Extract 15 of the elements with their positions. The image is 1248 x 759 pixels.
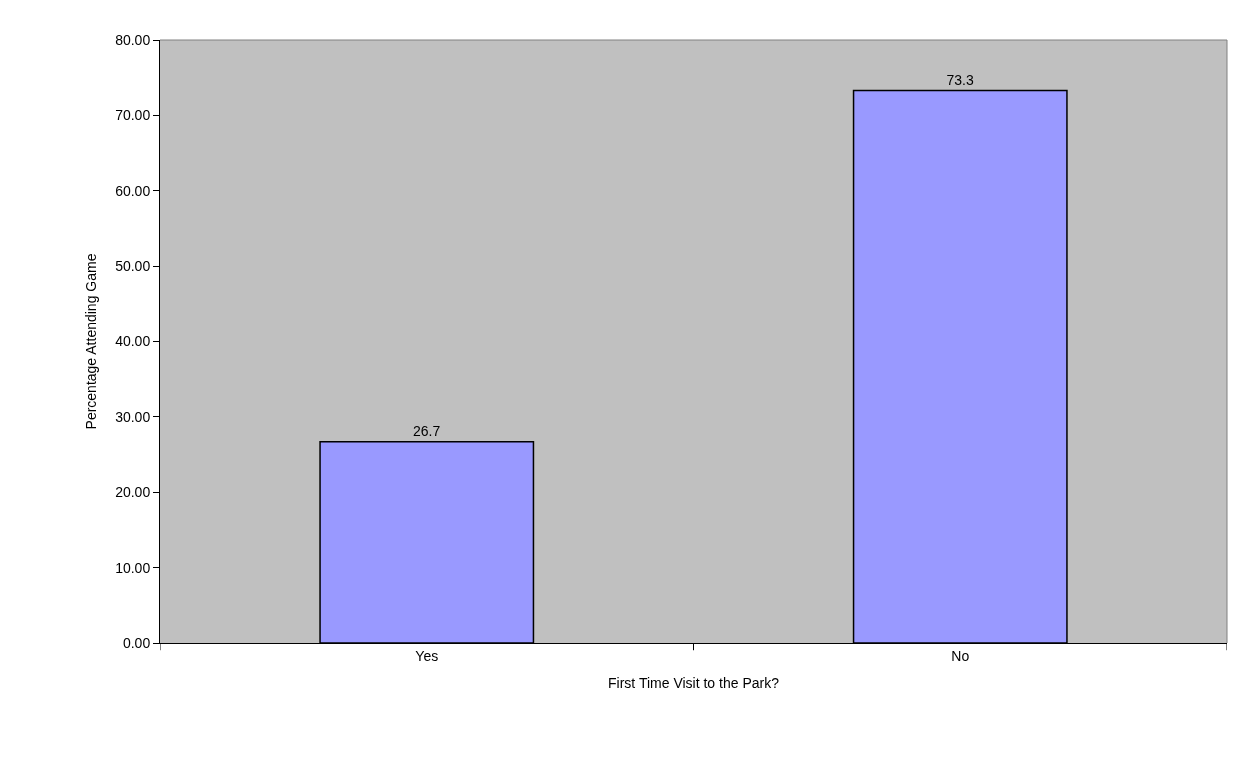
x-tick-label: Yes [415, 647, 439, 664]
x-tick-label: No [951, 647, 970, 664]
data-label: 73.3 [946, 71, 974, 88]
y-tick-label: 20.00 [115, 484, 151, 501]
data-label: 26.7 [413, 422, 441, 439]
y-tick-label: 0.00 [122, 634, 151, 651]
y-tick-label: 50.00 [115, 258, 151, 275]
y-tick-label: 40.00 [115, 333, 151, 350]
y-tick-label: 30.00 [115, 408, 151, 425]
y-tick-label: 10.00 [115, 559, 151, 576]
y-tick-label: 60.00 [115, 182, 151, 199]
y-axis-title: Percentage Attending Game [82, 253, 99, 430]
y-tick-label: 70.00 [115, 107, 151, 124]
x-axis-title: First Time Visit to the Park? [608, 675, 780, 692]
y-tick-label: 80.00 [115, 31, 151, 48]
